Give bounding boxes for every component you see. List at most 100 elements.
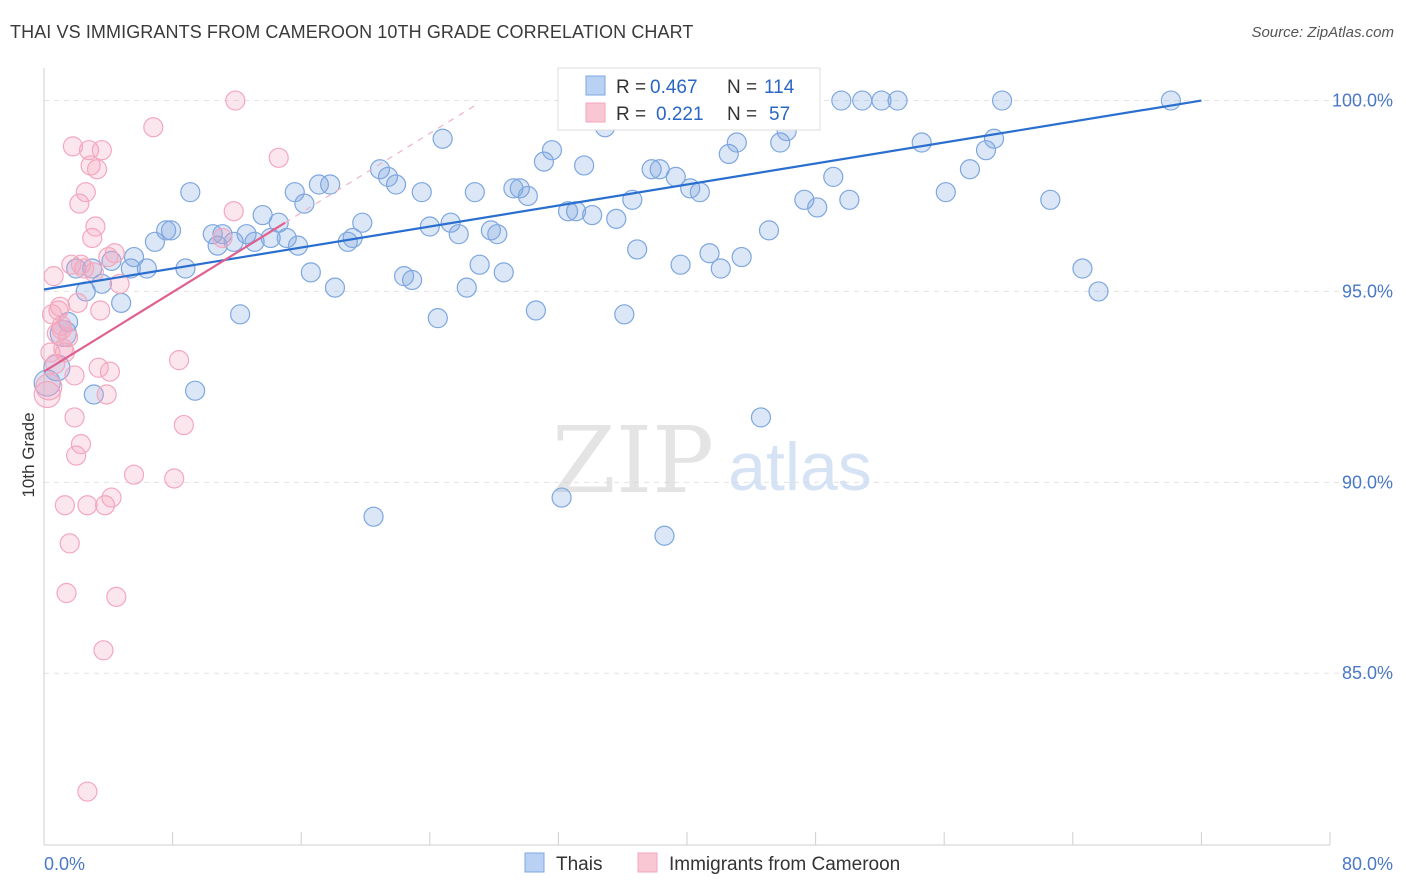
cameroon-point — [70, 434, 92, 455]
cameroon-point — [104, 243, 125, 264]
cameroon-point — [101, 487, 122, 508]
cameroon-point — [268, 147, 289, 168]
legend-n-value-cameroon: 57 — [769, 104, 790, 125]
trend-line-cameroon — [43, 221, 286, 373]
thais-point — [369, 159, 391, 180]
watermark: ZIP atlas — [552, 407, 872, 514]
thais-point — [574, 155, 595, 176]
watermark-atlas: atlas — [728, 429, 872, 505]
cameroon-point — [90, 300, 111, 321]
thais-point — [557, 201, 579, 222]
cameroon-point — [164, 468, 185, 489]
series-cameroon-points — [33, 90, 289, 802]
thais-point — [136, 258, 157, 279]
thais-point — [533, 151, 555, 172]
thais-point — [758, 220, 780, 241]
cameroon-point — [99, 361, 121, 382]
legend-swatch-cameroon — [585, 102, 606, 123]
thais-point — [670, 254, 691, 275]
legend-r-label-cameroon: R = — [616, 104, 646, 125]
cameroon-point — [77, 781, 98, 802]
bottom-legend: Thais Immigrants from Cameroon — [524, 852, 900, 875]
stats-legend: R = 0.467 N = 114 R = 0.221 N = 57 — [557, 67, 821, 131]
thais-point — [1040, 189, 1061, 210]
thais-point — [487, 224, 508, 245]
thais-point — [852, 90, 873, 111]
thais-point — [509, 178, 530, 199]
thais-point — [185, 380, 206, 401]
thais-point — [411, 182, 432, 203]
cameroon-point — [67, 292, 88, 313]
cameroon-point — [66, 445, 87, 466]
thais-point — [935, 182, 956, 203]
cameroon-point — [77, 495, 98, 516]
cameroon-point — [40, 342, 61, 363]
thais-point — [493, 262, 514, 283]
thais-point — [385, 174, 407, 195]
cameroon-point — [96, 384, 117, 405]
thais-point — [541, 140, 563, 161]
cameroon-point — [43, 266, 64, 287]
thais-point — [123, 246, 145, 268]
cameroon-point — [75, 182, 96, 203]
cameroon-point — [70, 254, 92, 275]
cameroon-point — [223, 201, 244, 222]
cameroon-point — [98, 246, 119, 268]
thais-point — [726, 132, 747, 153]
x-tick-labels: 0.0% 80.0% — [44, 854, 1393, 874]
thais-point — [156, 220, 177, 241]
thais-point — [111, 292, 132, 313]
cameroon-point — [168, 350, 190, 371]
y-tick-label: 85.0% — [1342, 663, 1393, 683]
cameroon-point — [88, 357, 109, 378]
thais-point — [975, 140, 997, 161]
cameroon-point — [106, 586, 127, 607]
cameroon-point — [35, 373, 63, 401]
x-tick-label: 80.0% — [1342, 854, 1393, 874]
y-tick-label: 90.0% — [1342, 472, 1393, 492]
cameroon-point — [123, 464, 145, 485]
legend-r-value-cameroon: 0.221 — [656, 104, 704, 125]
legend-n-value-thais: 114 — [764, 77, 795, 98]
thais-point — [223, 231, 244, 252]
thais-point — [551, 487, 572, 508]
thais-point — [911, 132, 932, 153]
thais-point — [614, 304, 635, 325]
trend-line-cameroon-extension — [284, 103, 479, 224]
thais-point — [230, 304, 251, 325]
thais-point — [871, 90, 892, 111]
thais-point — [823, 166, 844, 187]
cameroon-point — [54, 495, 75, 516]
legend-n-label-thais: N = — [727, 77, 757, 98]
thais-point — [959, 159, 981, 180]
cameroon-point — [56, 582, 77, 604]
cameroon-point — [69, 193, 90, 214]
thais-point — [517, 185, 538, 207]
gridlines — [44, 100, 1395, 674]
thais-point — [699, 243, 720, 264]
legend-r-value-thais: 0.467 — [650, 77, 698, 98]
thais-point — [983, 128, 1005, 149]
cameroon-point — [80, 155, 101, 176]
thais-point — [287, 235, 309, 256]
cameroon-point — [143, 117, 164, 138]
bottom-legend-swatch-thais — [524, 852, 545, 873]
thais-point — [794, 189, 815, 210]
thais-point — [887, 90, 908, 111]
thais-point — [731, 246, 752, 268]
thais-point — [180, 182, 201, 203]
thais-point — [300, 262, 321, 283]
watermark-zip: ZIP — [552, 407, 714, 514]
thais-point — [1072, 258, 1093, 279]
thais-point — [352, 212, 373, 233]
cameroon-point — [85, 216, 106, 237]
cameroon-point — [83, 262, 104, 283]
thais-point — [276, 227, 297, 249]
thais-point — [839, 189, 860, 210]
y-tick-label: 95.0% — [1342, 281, 1393, 301]
thais-point — [627, 239, 648, 260]
thais-point — [710, 258, 731, 279]
trend-lines — [43, 99, 1202, 373]
thais-point — [469, 254, 490, 275]
